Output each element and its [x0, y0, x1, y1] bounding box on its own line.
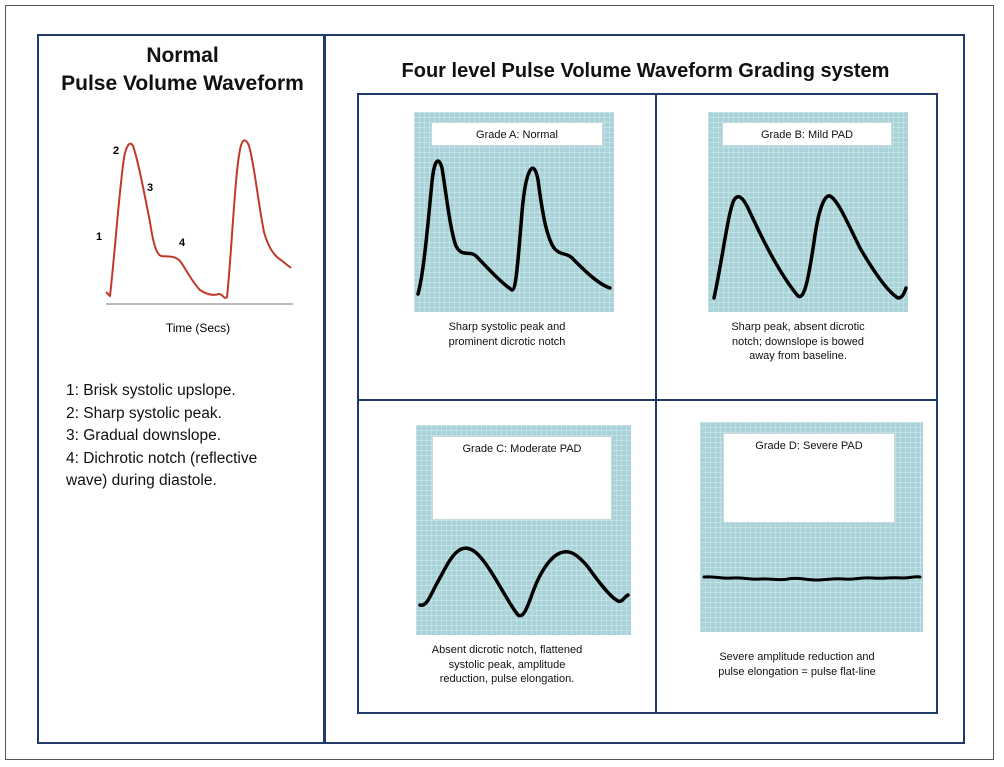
grade-d-caption-line-1: Severe amplitude reduction and: [719, 651, 875, 663]
grid-vertical-divider: [655, 93, 657, 714]
left-panel-title: Normal Pulse Volume Waveform: [40, 42, 325, 98]
grade-d-label: Grade D: Severe PAD: [723, 433, 895, 523]
grade-c-label: Grade C: Moderate PAD: [432, 436, 612, 520]
legend-item-1: 1: Brisk systolic upslope.: [66, 382, 236, 399]
time-axis-label: Time (Secs): [166, 321, 230, 335]
grade-c-trace: [418, 546, 630, 618]
normal-waveform-trace: [105, 139, 292, 299]
legend-item-3: 3: Gradual downslope.: [66, 427, 222, 444]
grade-b-caption-line-1: Sharp peak, absent dicrotic: [731, 321, 865, 333]
main-box: [37, 34, 965, 744]
waveform-feature-legend: 1: Brisk systolic upslope. 2: Sharp syst…: [66, 380, 316, 493]
grade-b-label: Grade B: Mild PAD: [722, 122, 892, 146]
panel-divider: [323, 34, 326, 744]
grade-a-caption: Sharp systolic peak and prominent dicrot…: [362, 320, 652, 349]
grade-c-caption-line-3: reduction, pulse elongation.: [439, 673, 575, 685]
grading-system-title: Four level Pulse Volume Waveform Grading…: [401, 60, 890, 82]
grade-d-trace: [702, 575, 922, 582]
marker-2: 2: [113, 145, 119, 157]
grade-c-caption-line-1: Absent dicrotic notch, flattened: [431, 644, 583, 656]
grade-d-caption-line-2: pulse elongation = pulse flat-line: [718, 665, 876, 678]
legend-item-4-continued: wave) during diastole.: [66, 472, 217, 489]
grade-b-trace: [712, 194, 908, 300]
grade-a-caption-line-1: Sharp systolic peak and: [448, 321, 566, 333]
marker-3: 3: [147, 182, 153, 194]
grade-c-caption-line-2: systolic peak, amplitude: [448, 658, 566, 671]
left-title-line-1: Normal: [146, 44, 219, 67]
grade-d-caption: Severe amplitude reduction and pulse elo…: [652, 650, 942, 679]
grade-a-trace: [416, 159, 612, 296]
marker-1: 1: [96, 231, 102, 243]
legend-item-2: 2: Sharp systolic peak.: [66, 404, 222, 422]
grade-b-caption-line-3: away from baseline.: [749, 350, 847, 362]
grading-grid-box: [357, 93, 938, 714]
marker-4: 4: [179, 237, 186, 249]
grade-c-caption: Absent dicrotic notch, flattened systoli…: [362, 643, 652, 687]
grade-b-caption: Sharp peak, absent dicrotic notch; downs…: [653, 320, 943, 364]
grade-b-caption-line-2: notch; downslope is bowed: [731, 335, 865, 348]
grade-a-label: Grade A: Normal: [431, 122, 603, 146]
grid-horizontal-divider: [357, 399, 938, 401]
legend-item-4: 4: Dichrotic notch (reflective: [66, 449, 258, 467]
left-title-line-2: Pulse Volume Waveform: [61, 72, 304, 95]
normal-waveform-graph: 1 2 3 4 Time (Secs): [96, 139, 293, 335]
grade-a-caption-line-2: prominent dicrotic notch: [448, 335, 566, 348]
